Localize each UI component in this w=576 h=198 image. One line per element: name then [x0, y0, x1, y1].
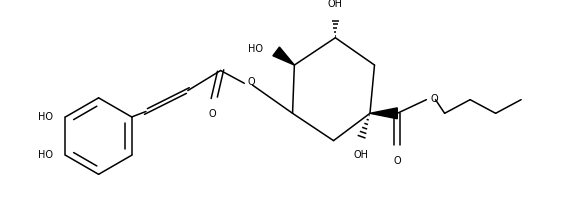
Text: O: O — [209, 109, 216, 119]
Polygon shape — [370, 108, 397, 119]
Text: O: O — [248, 77, 256, 87]
Text: HO: HO — [37, 150, 53, 160]
Text: O: O — [393, 156, 401, 166]
Text: OH: OH — [328, 0, 343, 9]
Text: HO: HO — [248, 44, 263, 54]
Text: HO: HO — [37, 112, 53, 122]
Text: OH: OH — [353, 150, 368, 160]
Polygon shape — [273, 47, 294, 65]
Text: O: O — [431, 94, 438, 104]
